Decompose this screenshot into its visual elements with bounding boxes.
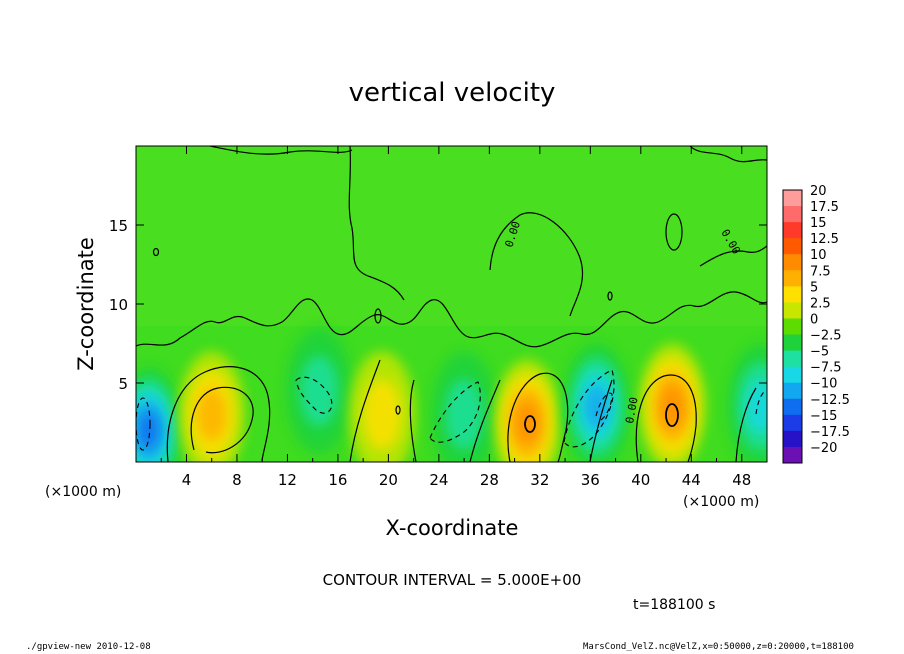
colorbar-label: 2.5 [810,296,831,311]
x-unit-right: (×1000 m) [683,494,759,510]
colorbar-label: −2.5 [810,329,842,344]
colorbar-band [783,270,802,287]
contour-label: 0.00 [623,396,640,424]
colorbar-band [783,206,802,223]
velocity-feature [138,411,160,450]
colorbar-label: −5 [810,345,829,360]
y-tick-label: 10 [109,296,128,314]
plot-area: 0.00 0.00 0.00 [136,146,767,462]
colorbar-band [783,398,802,416]
colorbar-label: 0 [810,312,818,327]
contour-interval: CONTOUR INTERVAL = 5.000E+00 [323,571,582,589]
y-tick-label: 5 [118,375,128,393]
colorbar-band [783,302,802,319]
x-tick-label: 20 [379,471,398,489]
colorbar-band [783,254,802,271]
x-tick-label: 32 [530,471,549,489]
colorbar-band [783,238,802,255]
x-tick-label: 40 [631,471,650,489]
colorbar-label: 5 [810,280,818,295]
y-axis: 5 10 15 [109,217,767,393]
colorbar-label: −15 [810,409,837,424]
footer-left: ./gpview-new 2010-12-08 [26,642,151,652]
x-tick-label: 28 [480,471,499,489]
colorbar-band [783,334,802,352]
colorbar-label: −20 [810,441,837,456]
x-tick-label: 12 [278,471,297,489]
colorbar-band [783,382,802,400]
y-tick-label: 15 [109,217,128,235]
x-tick-label: 48 [732,471,751,489]
velocity-feature [299,355,338,427]
colorbar-frame [782,189,803,464]
velocity-feature [197,388,227,441]
upper-field [136,146,767,326]
y-axis-label: Z-coordinate [74,237,98,371]
velocity-features [136,327,767,462]
x-tick-label: 24 [429,471,448,489]
colorbar-label: −7.5 [810,361,842,376]
time-label: t=188100 s [633,597,715,613]
x-tick-label: 44 [682,471,701,489]
colorbar-label: −17.5 [810,425,850,440]
x-axis: 4 8 12 16 20 24 28 32 36 40 44 48 [160,146,751,489]
colorbar-label: −12.5 [810,393,850,408]
colorbar-label: 20 [810,184,827,199]
colorbar-band [783,446,802,464]
colorbar-label: 12.5 [810,232,839,247]
x-tick-label: 16 [328,471,347,489]
dashed-contours [136,369,767,451]
x-unit-left: (×1000 m) [45,484,121,500]
colorbar-label: 15 [810,216,827,231]
colorbar-band [783,414,802,432]
colorbar-band [783,350,802,368]
velocity-feature [584,384,609,429]
velocity-feature [746,380,767,434]
colorbar-band [783,366,802,384]
colorbar-band [783,286,802,303]
x-tick-label: 4 [182,471,192,489]
x-axis-label: X-coordinate [386,516,519,540]
x-tick-label: 36 [581,471,600,489]
colorbar-label: 17.5 [810,200,839,215]
colorbar-label: −10 [810,377,837,392]
velocity-feature [445,379,484,451]
velocity-feature [363,379,402,451]
colorbar-band [783,318,802,336]
colorbar-label: 7.5 [810,264,831,279]
footer-right: MarsCond_VelZ.nc@VelZ,x=0:50000,z=0:2000… [583,642,854,652]
velocity-feature [660,384,685,429]
colorbar-band [783,190,802,207]
colorbar-label: 10 [810,248,827,263]
colorbar-band [783,430,802,448]
chart-title: vertical velocity [349,78,556,108]
colorbar-band [783,222,802,239]
contour-lines [136,146,767,462]
velocity-feature [515,400,540,445]
x-tick-label: 8 [232,471,242,489]
